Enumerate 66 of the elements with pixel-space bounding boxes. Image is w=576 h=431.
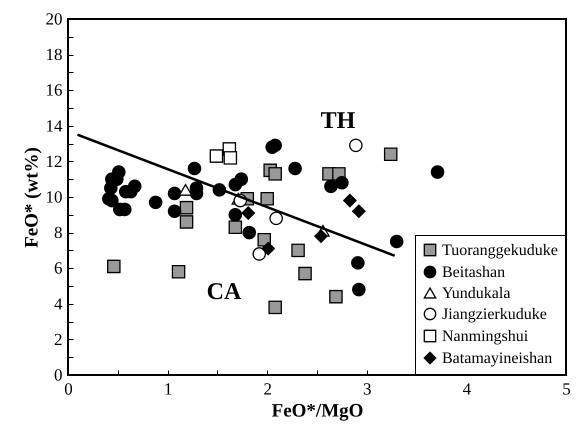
legend-label: Batamayineishan: [442, 350, 552, 367]
point: [172, 264, 186, 279]
x-tick-label: 2: [263, 380, 272, 398]
point: [224, 151, 238, 165]
legend-label: Tuoranggekuduke: [442, 242, 558, 259]
point: [352, 282, 366, 296]
point: [228, 220, 242, 234]
point: [268, 138, 282, 152]
point: [268, 300, 282, 314]
point: [268, 167, 282, 181]
point: [349, 138, 363, 152]
y-axis-title: FeO* (wt%): [22, 147, 42, 248]
point: [234, 172, 248, 186]
point: [260, 192, 274, 206]
y-tick-label: 0: [54, 366, 62, 384]
y-tick-label: 14: [46, 116, 63, 136]
point: [351, 256, 365, 270]
x-axis-title: FeO*/MgO: [272, 400, 364, 422]
y-tick-label: 16: [46, 80, 62, 100]
y-tick-label: 18: [46, 45, 62, 64]
legend-label: Beitashan: [442, 264, 506, 281]
point: [269, 212, 283, 226]
x-tick-label: 5: [562, 380, 571, 398]
x-tick-label: 1: [164, 380, 172, 398]
point: [148, 196, 162, 210]
point: [329, 290, 343, 304]
y-tick-label: 12: [46, 152, 62, 171]
y-tick-label: 2: [54, 330, 62, 349]
point: [242, 206, 256, 220]
point: [261, 242, 275, 256]
point: [128, 180, 142, 194]
point: [352, 204, 366, 218]
point: [288, 162, 302, 176]
point: [242, 226, 256, 240]
point: [168, 204, 182, 218]
annotation: TH: [320, 108, 356, 134]
point: [180, 200, 194, 214]
point: [168, 186, 182, 200]
x-tick-label: 3: [363, 380, 372, 398]
point: [180, 215, 194, 229]
x-tick-label: 4: [462, 380, 472, 398]
point: [228, 208, 242, 222]
point: [324, 180, 338, 194]
point: [314, 229, 328, 243]
point: [105, 194, 119, 208]
legend-label: Nanmingshui: [442, 328, 529, 345]
point: [210, 149, 224, 163]
point: [335, 176, 349, 190]
point: [107, 260, 121, 274]
y-tick-label: 8: [54, 223, 62, 242]
point: [384, 148, 398, 162]
y-tick-label: 4: [54, 294, 63, 314]
point: [252, 247, 266, 261]
legend-label: Jiangzierkuduke: [442, 306, 547, 323]
point: [178, 184, 192, 196]
y-tick-label: 6: [54, 258, 62, 278]
point: [298, 266, 312, 280]
point: [430, 165, 444, 179]
y-tick-label: 20: [46, 10, 62, 28]
point: [343, 194, 357, 208]
annotation: CA: [206, 279, 242, 305]
point: [390, 234, 404, 248]
point: [188, 162, 202, 176]
y-tick-label: 10: [46, 188, 62, 206]
legend-label: Yundukala: [442, 285, 510, 302]
point: [291, 244, 305, 258]
